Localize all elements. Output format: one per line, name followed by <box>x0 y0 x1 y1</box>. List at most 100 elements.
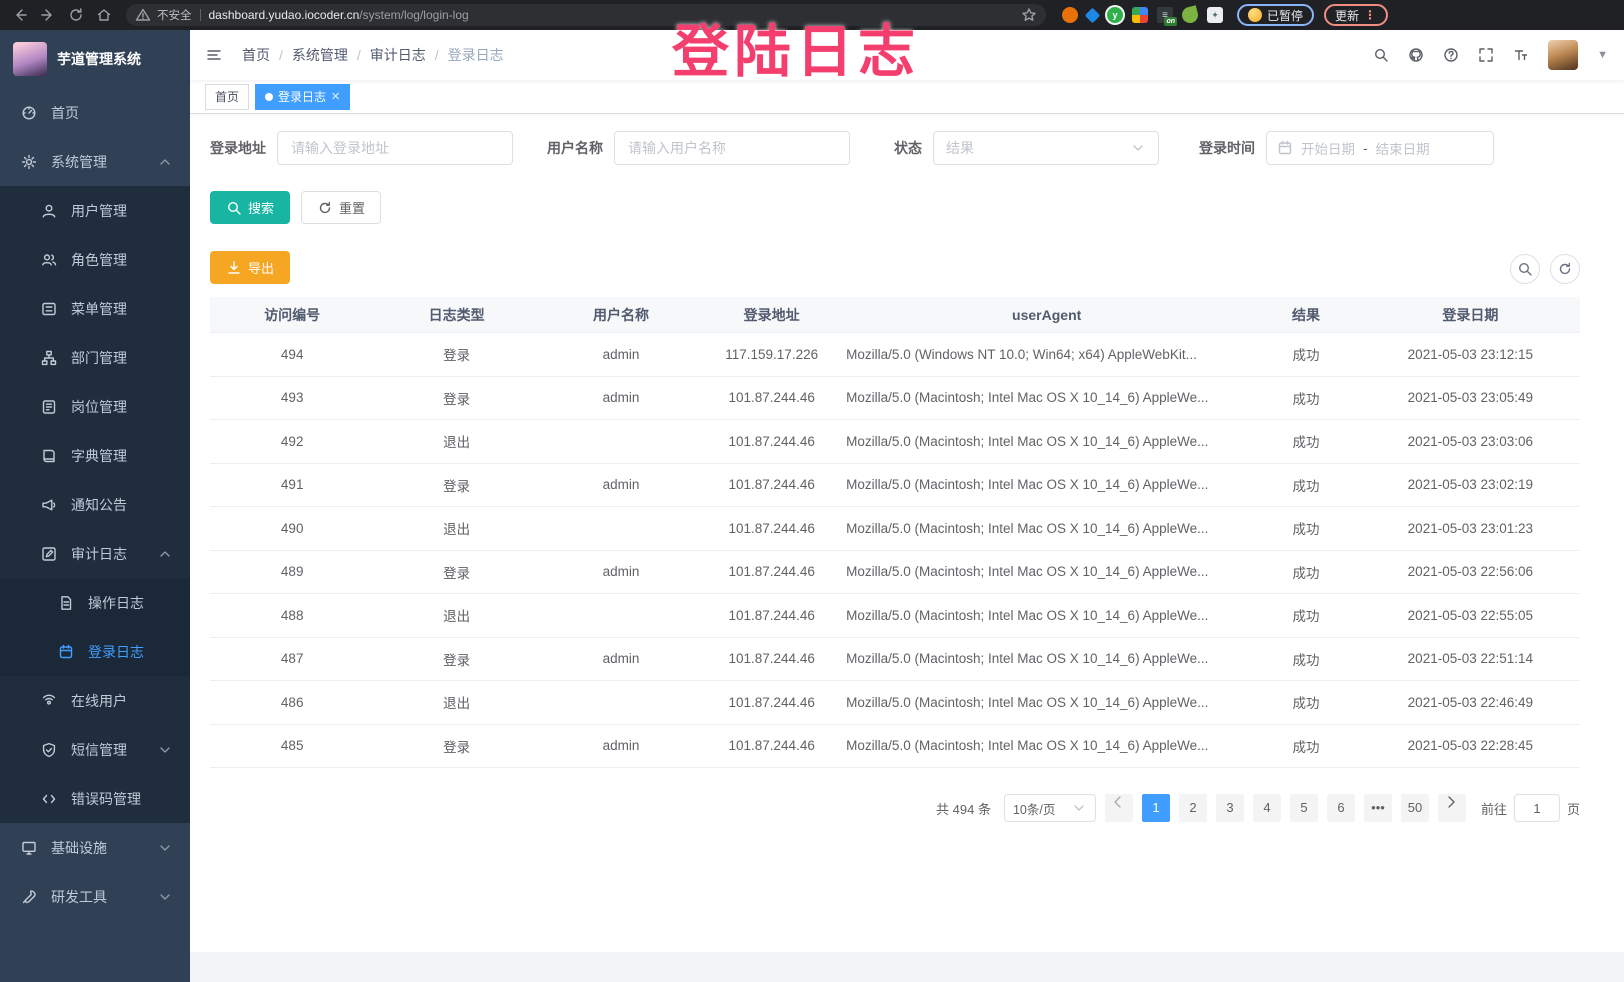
sidebar-item-sms-mgmt[interactable]: 短信管理 <box>0 725 190 774</box>
sidebar-item-dict-mgmt[interactable]: 字典管理 <box>0 431 190 480</box>
prev-page-button[interactable] <box>1104 794 1133 822</box>
sidebar-item-devtools[interactable]: 研发工具 <box>0 872 190 921</box>
page-button-50[interactable]: 50 <box>1400 794 1429 822</box>
address-bar[interactable]: 不安全 dashboard.yudao.iocoder.cn/system/lo… <box>126 4 1046 26</box>
sidebar: 芋道管理系统 首页 系统管理 用户管理 角色管理 菜单管理 部门管理 岗位管理 … <box>0 30 190 982</box>
home-icon[interactable] <box>92 3 116 27</box>
username-input[interactable] <box>614 131 850 165</box>
page-button-5[interactable]: 5 <box>1289 794 1318 822</box>
sidebar-item-home[interactable]: 首页 <box>0 88 190 137</box>
sidebar-item-audit-log[interactable]: 审计日志 <box>0 529 190 578</box>
end-date-placeholder: 结束日期 <box>1375 142 1430 157</box>
table-row: 488 退出 101.87.244.46 Mozilla/5.0 (Macintosh… <box>210 594 1580 638</box>
cell-username: admin <box>602 738 640 754</box>
sidebar-item-errcode-mgmt[interactable]: 错误码管理 <box>0 774 190 823</box>
forward-icon[interactable] <box>36 3 60 27</box>
column-header: 登录地址 <box>743 306 800 323</box>
tag-首页[interactable]: 首页 <box>205 83 250 110</box>
font-size-icon[interactable] <box>1513 47 1529 63</box>
cell-id: 491 <box>280 477 304 493</box>
total-count: 共 494 条 <box>936 801 991 817</box>
cell-date: 2021-05-03 22:46:49 <box>1407 694 1534 710</box>
top-navbar: 首页 / 系统管理 / 审计日志 / 登录日志 ▼ <box>190 30 1624 80</box>
sidebar-item-label: 通知公告 <box>71 496 127 513</box>
help-icon[interactable] <box>1443 47 1459 63</box>
cell-address: 101.87.244.46 <box>728 477 815 493</box>
sidebar-item-notice[interactable]: 通知公告 <box>0 480 190 529</box>
more-pages-button[interactable]: ••• <box>1363 794 1392 822</box>
export-button[interactable]: 导出 <box>210 251 291 284</box>
page-button-2[interactable]: 2 <box>1178 794 1207 822</box>
cell-type: 退出 <box>443 435 471 451</box>
goto-page-input[interactable] <box>1513 794 1560 822</box>
extension-orange-circle[interactable] <box>1062 7 1078 23</box>
cell-date: 2021-05-03 22:56:06 <box>1407 564 1534 580</box>
breadcrumb-item[interactable]: 首页 <box>242 47 270 63</box>
avatar-caret-icon[interactable]: ▼ <box>1597 49 1608 61</box>
browser-menu-icon[interactable]: ⋮ <box>1364 8 1378 22</box>
status-select[interactable]: 结果 <box>933 131 1159 165</box>
sidebar-item-infra[interactable]: 基础设施 <box>0 823 190 872</box>
cell-type: 登录 <box>443 565 471 581</box>
user-avatar[interactable] <box>1548 40 1579 70</box>
app-logo[interactable]: 芋道管理系统 <box>0 30 190 88</box>
login-time-range-picker[interactable]: 开始日期 - 结束日期 <box>1266 131 1494 165</box>
cell-username: admin <box>602 390 640 406</box>
extension-puzzle[interactable]: ✦ <box>1207 7 1223 23</box>
sidebar-item-label: 短信管理 <box>71 741 127 758</box>
reload-icon[interactable] <box>64 3 88 27</box>
extension-list[interactable]: ≡ on <box>1157 7 1177 26</box>
column-header: 结果 <box>1291 306 1320 323</box>
page-button-3[interactable]: 3 <box>1215 794 1244 822</box>
sidebar-item-operate-log[interactable]: 操作日志 <box>0 578 190 627</box>
cell-result: 成功 <box>1292 435 1320 451</box>
gear-icon <box>21 154 37 170</box>
shield-icon <box>41 742 57 758</box>
extensions-row: y ≡ on ✦ <box>1056 5 1229 26</box>
extension-leaf[interactable] <box>1180 5 1200 25</box>
page-size-select[interactable]: 10条/页 <box>1003 794 1096 822</box>
search-button[interactable]: 搜索 <box>210 191 291 224</box>
sidebar-item-login-log[interactable]: 登录日志 <box>0 627 190 676</box>
profile-paused-badge[interactable]: 已暂停 <box>1237 4 1315 26</box>
next-page-button[interactable] <box>1437 794 1466 822</box>
bookmark-star-icon[interactable] <box>1021 7 1037 23</box>
refresh-table-button[interactable] <box>1550 254 1580 284</box>
sidebar-item-role-mgmt[interactable]: 角色管理 <box>0 235 190 284</box>
sidebar-item-user-mgmt[interactable]: 用户管理 <box>0 186 190 235</box>
sidebar-item-dept-mgmt[interactable]: 部门管理 <box>0 333 190 382</box>
reset-button[interactable]: 重置 <box>301 191 382 224</box>
login-address-input[interactable] <box>277 131 513 165</box>
page-button-1[interactable]: 1 <box>1141 794 1170 822</box>
breadcrumb-separator: / <box>356 47 361 63</box>
page-button-6[interactable]: 6 <box>1326 794 1355 822</box>
page-button-4[interactable]: 4 <box>1252 794 1281 822</box>
cell-address: 101.87.244.46 <box>728 390 815 406</box>
cell-type: 登录 <box>443 391 471 407</box>
sidebar-item-menu-mgmt[interactable]: 菜单管理 <box>0 284 190 333</box>
update-button[interactable]: 更新 ⋮ <box>1324 4 1389 26</box>
tag-登录日志[interactable]: 登录日志 ✕ <box>255 83 351 110</box>
sidebar-item-system[interactable]: 系统管理 <box>0 137 190 186</box>
security-warning-label[interactable]: 不安全 <box>157 10 192 22</box>
github-icon[interactable] <box>1408 47 1424 63</box>
header-search-icon[interactable] <box>1373 47 1389 63</box>
hamburger-icon[interactable] <box>206 47 226 63</box>
tag-close-icon[interactable]: ✕ <box>331 91 341 103</box>
fullscreen-icon[interactable] <box>1478 47 1494 63</box>
back-icon[interactable] <box>8 3 32 27</box>
extension-blue-diamond[interactable] <box>1084 7 1101 23</box>
cell-date: 2021-05-03 23:03:06 <box>1407 433 1534 449</box>
column-header: userAgent <box>1012 306 1082 323</box>
sidebar-item-post-mgmt[interactable]: 岗位管理 <box>0 382 190 431</box>
breadcrumb-item[interactable]: 系统管理 <box>291 47 348 63</box>
sidebar-item-label: 审计日志 <box>71 545 127 562</box>
extension-grid[interactable] <box>1132 7 1148 23</box>
paused-label: 已暂停 <box>1267 8 1304 23</box>
breadcrumb-item[interactable]: 审计日志 <box>369 47 426 63</box>
sidebar-item-online-users[interactable]: 在线用户 <box>0 676 190 725</box>
profile-avatar-icon <box>1248 8 1262 22</box>
toggle-search-button[interactable] <box>1510 254 1540 284</box>
extension-green-circle[interactable]: y <box>1107 7 1123 23</box>
warning-icon <box>135 7 151 23</box>
